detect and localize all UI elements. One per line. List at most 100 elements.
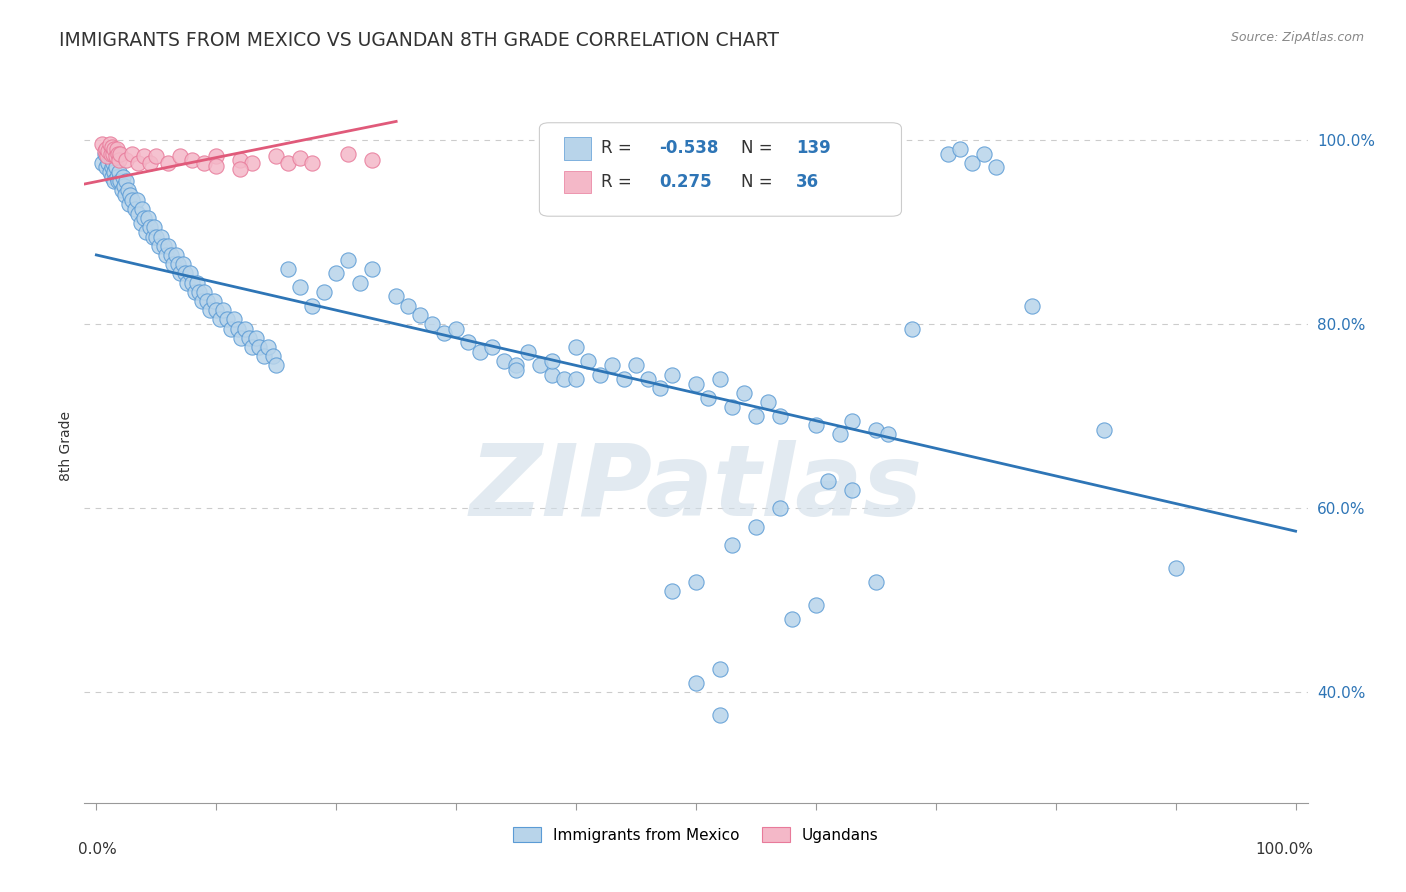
Point bbox=[361, 153, 384, 167]
Point bbox=[245, 331, 267, 345]
Point bbox=[96, 149, 118, 163]
Point bbox=[349, 276, 371, 290]
Point bbox=[804, 598, 827, 612]
Point bbox=[1164, 561, 1187, 575]
Point bbox=[901, 321, 924, 335]
Point bbox=[238, 331, 260, 345]
Point bbox=[262, 349, 284, 363]
Point bbox=[148, 238, 170, 252]
Point bbox=[200, 303, 222, 318]
Point bbox=[134, 149, 156, 163]
Point bbox=[145, 149, 167, 163]
Point bbox=[505, 363, 527, 377]
Point bbox=[157, 156, 180, 170]
Point bbox=[257, 340, 280, 354]
Text: 100.0%: 100.0% bbox=[1256, 842, 1313, 857]
Point bbox=[780, 612, 803, 626]
Point bbox=[150, 229, 173, 244]
Text: N =: N = bbox=[741, 173, 778, 191]
Point bbox=[685, 376, 707, 391]
Point bbox=[103, 165, 125, 179]
Point bbox=[505, 359, 527, 373]
Point bbox=[134, 211, 156, 226]
Point bbox=[107, 174, 129, 188]
Point bbox=[231, 331, 253, 345]
Point bbox=[101, 140, 124, 154]
Y-axis label: 8th Grade: 8th Grade bbox=[59, 411, 73, 481]
Point bbox=[115, 174, 138, 188]
Point bbox=[337, 146, 360, 161]
Point bbox=[108, 153, 131, 167]
Point bbox=[108, 165, 131, 179]
FancyBboxPatch shape bbox=[564, 170, 591, 194]
Point bbox=[111, 169, 134, 184]
Point bbox=[110, 184, 132, 198]
Point bbox=[973, 146, 995, 161]
Text: 139: 139 bbox=[796, 139, 831, 157]
Point bbox=[264, 359, 287, 373]
Point bbox=[105, 169, 128, 184]
Point bbox=[91, 156, 114, 170]
Point bbox=[433, 326, 456, 341]
Text: 0.275: 0.275 bbox=[659, 173, 711, 191]
Point bbox=[93, 144, 117, 158]
Point bbox=[565, 340, 588, 354]
Point bbox=[576, 354, 599, 368]
Point bbox=[172, 257, 194, 271]
Point bbox=[1021, 299, 1043, 313]
Text: 0.0%: 0.0% bbox=[79, 842, 117, 857]
Point bbox=[103, 174, 125, 188]
Point bbox=[385, 289, 408, 303]
Text: N =: N = bbox=[741, 139, 778, 157]
Point bbox=[117, 184, 139, 198]
Point bbox=[457, 335, 479, 350]
Point bbox=[685, 574, 707, 589]
Point bbox=[685, 676, 707, 690]
Point bbox=[589, 368, 612, 382]
Point bbox=[139, 220, 162, 235]
Point bbox=[94, 142, 117, 156]
Point bbox=[121, 193, 143, 207]
Point bbox=[97, 156, 120, 170]
Point bbox=[110, 174, 132, 188]
Point bbox=[104, 149, 127, 163]
Point bbox=[277, 156, 299, 170]
Point bbox=[181, 153, 204, 167]
Point bbox=[186, 276, 208, 290]
Point bbox=[661, 584, 683, 599]
Point bbox=[240, 156, 263, 170]
Point bbox=[648, 381, 671, 395]
Point bbox=[114, 188, 136, 202]
Point bbox=[131, 202, 153, 216]
Text: IMMIGRANTS FROM MEXICO VS UGANDAN 8TH GRADE CORRELATION CHART: IMMIGRANTS FROM MEXICO VS UGANDAN 8TH GR… bbox=[59, 31, 779, 50]
Point bbox=[142, 220, 165, 235]
Point bbox=[219, 321, 242, 335]
Point bbox=[841, 414, 863, 428]
Point bbox=[112, 178, 135, 193]
Point bbox=[217, 312, 239, 326]
Point bbox=[129, 216, 152, 230]
Point bbox=[212, 303, 235, 318]
Point bbox=[176, 276, 198, 290]
Text: -0.538: -0.538 bbox=[659, 139, 718, 157]
Point bbox=[115, 153, 138, 167]
Point bbox=[105, 142, 128, 156]
Point bbox=[169, 266, 191, 280]
Point bbox=[155, 248, 177, 262]
Point bbox=[103, 142, 125, 156]
Point bbox=[290, 280, 312, 294]
Point bbox=[188, 285, 211, 299]
Point bbox=[91, 137, 114, 152]
Point bbox=[756, 395, 779, 409]
Point bbox=[162, 257, 184, 271]
Text: R =: R = bbox=[600, 173, 637, 191]
Point bbox=[709, 372, 731, 386]
Point bbox=[865, 574, 887, 589]
Point bbox=[709, 662, 731, 676]
Point bbox=[167, 257, 190, 271]
Point bbox=[202, 293, 225, 308]
Point bbox=[121, 146, 143, 161]
Point bbox=[828, 427, 851, 442]
Point bbox=[165, 248, 187, 262]
Point bbox=[118, 197, 141, 211]
